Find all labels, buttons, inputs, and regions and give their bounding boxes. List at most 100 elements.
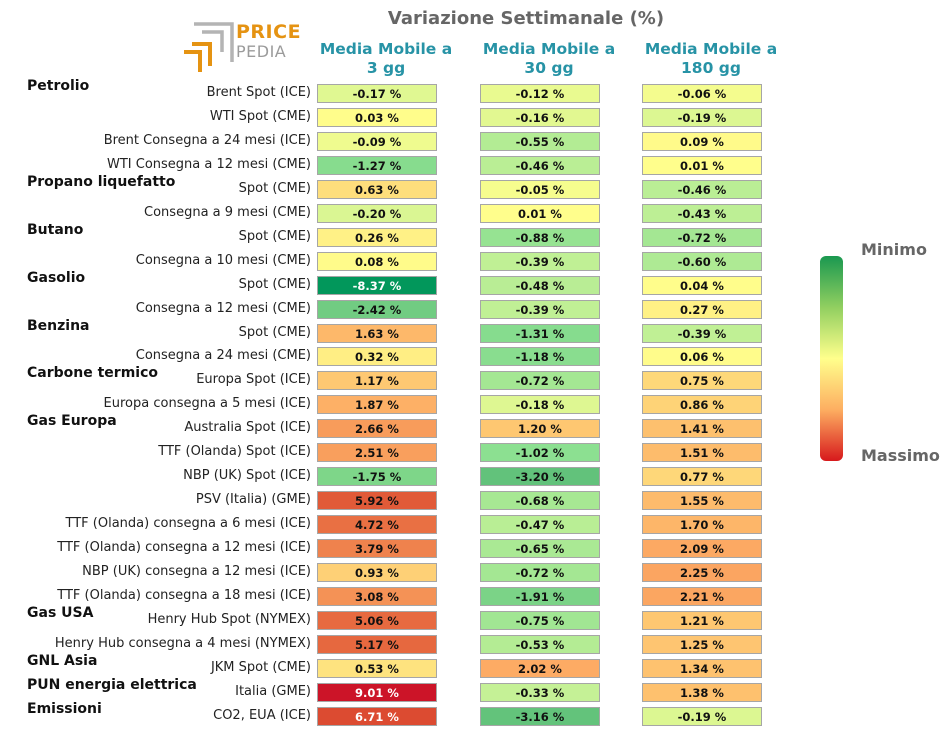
row-label: PSV (Italia) (GME) [195,492,311,508]
group-label: Butano [27,221,84,238]
logo-word-price: PRICE [236,21,302,43]
heatmap-cell-mm180: -0.39 % [642,323,762,343]
heatmap-cell-mm3: 1.87 % [317,395,437,415]
heatmap-cell-mm30: -0.55 % [480,131,600,151]
row-label: Brent Consegna a 24 mesi (ICE) [103,132,311,148]
heatmap-cell-mm3: 5.06 % [317,610,437,630]
heatmap-cell-mm3: 0.03 % [317,107,437,127]
row-label: NBP (UK) Spot (ICE) [183,468,311,484]
heatmap-cell-mm180: -0.60 % [642,251,762,271]
heatmap-cell-mm180: 0.86 % [642,395,762,415]
heatmap-cell-mm180: 0.27 % [642,299,762,319]
group-label: Gas Europa [27,413,117,430]
heatmap-cell-mm30: -0.39 % [480,251,600,271]
row-label: Italia (GME) [235,683,311,699]
heatmap-cell-mm180: 1.25 % [642,634,762,654]
heatmap-cell-mm3: 9.01 % [317,682,437,702]
heatmap-cell-mm30: -0.72 % [480,563,600,582]
heatmap-cell-mm3: 3.79 % [317,539,437,559]
heatmap-cell-mm30: -0.12 % [480,84,600,103]
row-label: TTF (Olanda) consegna a 18 mesi (ICE) [57,587,311,603]
heatmap-cell-mm30: -1.91 % [480,586,600,606]
heatmap-cell-mm3: 0.63 % [317,179,437,199]
group-label: Gasolio [27,269,86,286]
row-label: TTF (Olanda) consegna a 12 mesi (ICE) [57,540,311,556]
row-label: Henry Hub consegna a 4 mesi (NYMEX) [54,635,311,651]
group-label: Carbone termico [27,365,158,382]
heatmap-cell-mm180: 2.21 % [642,586,762,606]
heatmap-cell-mm180: 0.06 % [642,347,762,367]
row-label: Henry Hub Spot (NYMEX) [147,611,311,627]
group-label: Propano liquefatto [27,173,176,190]
heatmap-cell-mm3: 0.53 % [317,658,437,678]
heatmap-cell-mm30: -3.20 % [480,467,600,487]
heatmap-cell-mm3: 1.17 % [317,371,437,391]
heatmap-cell-mm30: -0.68 % [480,491,600,511]
heatmap-cell-mm180: -0.72 % [642,227,762,247]
heatmap-cell-mm3: 1.63 % [317,323,437,343]
row-label: WTI Spot (CME) [209,108,311,124]
heatmap-cell-mm3: -0.17 % [317,84,437,103]
column-header-line2: 3 gg [366,59,406,77]
heatmap-cell-mm3: 2.51 % [317,443,437,463]
heatmap-cell-mm3: -8.37 % [317,275,437,295]
group-label: GNL Asia [27,652,98,669]
row-label: NBP (UK) consegna a 12 mesi (ICE) [82,564,311,579]
group-label: Emissioni [27,700,102,717]
row-label: CO2, EUA (ICE) [213,707,311,723]
heatmap-cell-mm30: -0.39 % [480,299,600,319]
group-label: Gas USA [27,604,94,621]
row-label: Spot (CME) [238,324,311,340]
heatmap-cell-mm30: 2.02 % [480,658,600,678]
heatmap-cell-mm3: 0.93 % [317,563,437,582]
heatmap-cell-mm180: 1.70 % [642,515,762,535]
heatmap-cell-mm3: -0.09 % [317,131,437,151]
heatmap-cell-mm180: 1.41 % [642,419,762,439]
heatmap-cell-mm30: -0.48 % [480,275,600,295]
heatmap-cell-mm180: -0.43 % [642,203,762,223]
heatmap-cell-mm3: -1.27 % [317,155,437,175]
heatmap-cell-mm180: 0.09 % [642,131,762,151]
column-header-3gg: Media Mobile a 3 gg [296,40,476,78]
row-label: Consegna a 12 mesi (CME) [135,300,311,316]
group-label: Benzina [27,317,90,334]
row-label: Spot (CME) [238,180,311,196]
group-label: Petrolio [27,78,90,94]
heatmap-cell-mm180: 1.51 % [642,443,762,463]
row-label: Consegna a 10 mesi (CME) [135,252,311,268]
group-label: PUN energia elettrica [27,676,197,693]
row-label: Consegna a 9 mesi (CME) [144,204,311,220]
heatmap-cell-mm3: -0.20 % [317,203,437,223]
row-label: TTF (Olanda) Spot (ICE) [158,444,311,460]
chart-title: Variazione Settimanale (%) [387,8,665,29]
heatmap-cell-mm30: -1.31 % [480,323,600,343]
heatmap-cell-mm3: 5.17 % [317,634,437,654]
heatmap-cell-mm180: 2.09 % [642,539,762,559]
column-header-line2: 180 gg [681,59,741,77]
heatmap-cell-mm180: 2.25 % [642,563,762,582]
heatmap-cell-mm30: -0.33 % [480,682,600,702]
heatmap-cell-mm180: 0.01 % [642,155,762,175]
heatmap-cell-mm3: 2.66 % [317,419,437,439]
legend-max-label: Massimo [861,446,940,465]
heatmap-cell-mm30: -3.16 % [480,706,600,726]
row-label: Consegna a 24 mesi (CME) [135,348,311,364]
heatmap-cell-mm3: 6.71 % [317,706,437,726]
column-header-line2: 30 gg [524,59,574,77]
row-label: Europa Spot (ICE) [196,372,311,388]
pricepedia-logo-icon [184,22,234,72]
row-label: Spot (CME) [238,228,311,244]
column-header-180gg: Media Mobile a 180 gg [621,40,801,78]
heatmap-cell-mm180: 1.38 % [642,682,762,702]
heatmap-cell-mm3: 0.32 % [317,347,437,367]
heatmap-cell-mm180: 1.21 % [642,610,762,630]
column-header-line1: Media Mobile a [319,40,453,58]
heatmap-cell-mm180: 0.77 % [642,467,762,487]
heatmap-cell-mm180: 1.55 % [642,491,762,511]
row-label: Spot (CME) [238,276,311,292]
heatmap-cell-mm180: -0.19 % [642,706,762,726]
heatmap-cell-mm180: 0.04 % [642,275,762,295]
heatmap-cell-mm30: -0.53 % [480,634,600,654]
row-label: Europa consegna a 5 mesi (ICE) [103,396,311,412]
heatmap-cell-mm180: 1.34 % [642,658,762,678]
